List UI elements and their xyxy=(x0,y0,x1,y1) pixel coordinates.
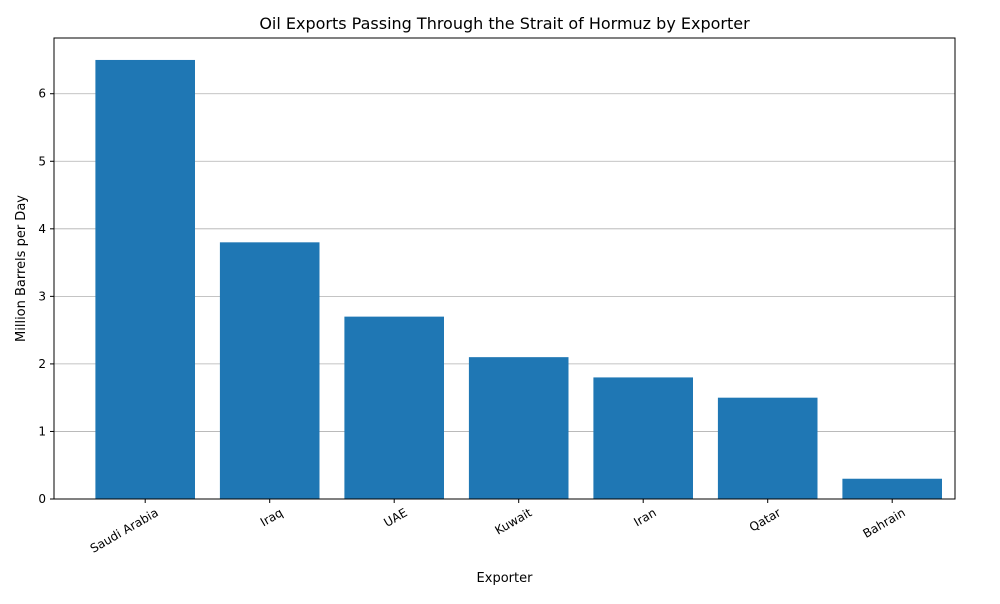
x-axis-ticks: Saudi Arabia Iraq UAE Kuwait Iran Qatar Bahrai… xyxy=(88,499,908,556)
x-tick-label: Qatar xyxy=(747,505,783,534)
bar-iran xyxy=(593,377,693,499)
x-axis-label: Exporter xyxy=(477,571,534,586)
y-tick-label: 4 xyxy=(38,222,46,236)
y-tick-label: 3 xyxy=(38,289,46,303)
bar-kuwait xyxy=(468,357,569,499)
x-tick-label: Bahrain xyxy=(860,505,907,540)
y-tick-label: 0 xyxy=(38,492,46,506)
plot-frame xyxy=(53,37,956,500)
bar-qatar xyxy=(717,397,818,499)
bar-uae xyxy=(344,316,444,499)
chart-title: Oil Exports Passing Through the Strait o… xyxy=(259,14,750,33)
y-tick-label: 1 xyxy=(38,424,46,438)
x-tick-label: Kuwait xyxy=(492,505,534,537)
x-tick-label: Iran xyxy=(631,505,658,529)
y-tick-label: 2 xyxy=(38,357,46,371)
y-axis-label: Million Barrels per Day xyxy=(14,195,29,342)
bar-iraq xyxy=(219,242,320,500)
y-tick-label: 6 xyxy=(38,87,46,101)
bars-layer xyxy=(95,59,942,500)
bar-saudi-arabia xyxy=(95,59,195,499)
y-axis-ticks: 0 1 2 3 4 5 6 xyxy=(38,87,54,506)
x-tick-label: Iraq xyxy=(258,505,285,529)
y-tick-label: 5 xyxy=(38,154,46,168)
x-tick-label: Saudi Arabia xyxy=(88,505,161,555)
bar-bahrain xyxy=(842,478,942,499)
x-tick-label: UAE xyxy=(381,505,409,529)
